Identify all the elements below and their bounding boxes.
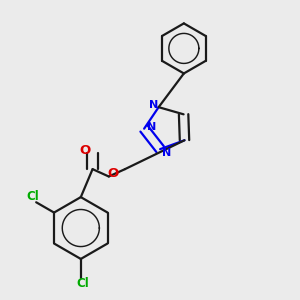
Text: N: N	[162, 148, 171, 158]
Text: Cl: Cl	[76, 278, 89, 290]
Text: N: N	[149, 100, 158, 110]
Text: N: N	[147, 122, 156, 132]
Text: O: O	[108, 167, 119, 180]
Text: Cl: Cl	[26, 190, 39, 203]
Text: O: O	[80, 144, 91, 157]
